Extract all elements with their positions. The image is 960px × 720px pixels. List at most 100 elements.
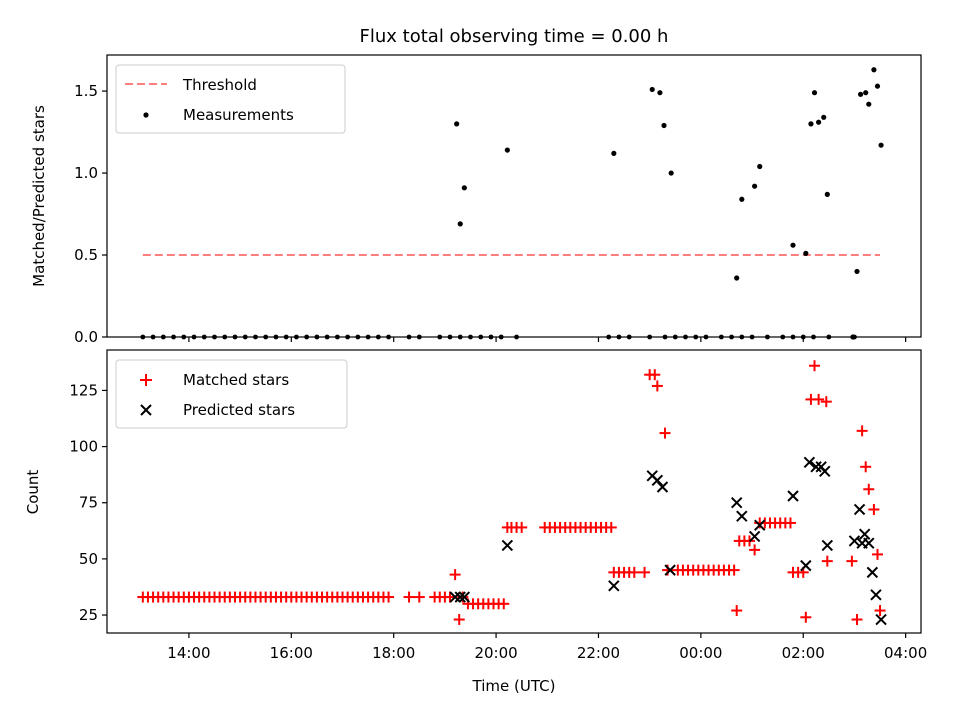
predicted-star-point bbox=[875, 613, 887, 626]
predicted-star-point bbox=[810, 461, 822, 473]
bottom-xtick-label: 18:00 bbox=[372, 644, 415, 662]
measurement-point bbox=[871, 67, 877, 73]
bottom-xtick-label: 14:00 bbox=[167, 644, 210, 662]
top-plot-data bbox=[140, 67, 884, 340]
measurement-point bbox=[824, 191, 830, 197]
legend-threshold-label: Threshold bbox=[182, 76, 257, 94]
measurement-point bbox=[718, 334, 724, 340]
measurement-point bbox=[800, 334, 806, 340]
matched-star-point bbox=[846, 555, 858, 567]
measurement-point bbox=[406, 334, 412, 340]
predicted-star-point bbox=[656, 481, 669, 493]
measurement-point bbox=[752, 183, 758, 189]
top-ytick-label: 0.5 bbox=[74, 246, 98, 264]
measurement-point bbox=[811, 90, 818, 96]
matched-star-point bbox=[731, 605, 743, 617]
bottom-ytick-label: 100 bbox=[69, 438, 98, 456]
predicted-star-point bbox=[501, 539, 514, 552]
predicted-star-point bbox=[787, 490, 799, 502]
measurement-point bbox=[790, 334, 796, 340]
measurement-point bbox=[606, 334, 612, 340]
bottom-legend: Matched stars Predicted stars bbox=[115, 359, 348, 429]
bottom-xtick-label: 02:00 bbox=[782, 644, 825, 662]
bottom-plot-data bbox=[137, 360, 887, 626]
bottom-xtick-label: 00:00 bbox=[679, 644, 722, 662]
measurement-point bbox=[703, 334, 709, 340]
matched-star-point bbox=[605, 521, 617, 533]
measurement-point bbox=[866, 101, 872, 107]
measurement-point bbox=[191, 334, 197, 340]
matched-star-point bbox=[856, 425, 868, 437]
measurement-point bbox=[478, 334, 484, 340]
measurement-point bbox=[334, 334, 340, 340]
measurement-point bbox=[232, 334, 238, 340]
measurement-point bbox=[468, 334, 473, 340]
measurement-point bbox=[461, 185, 467, 191]
measurement-point bbox=[386, 334, 391, 340]
predicted-star-point bbox=[800, 559, 812, 572]
measurement-point bbox=[140, 334, 146, 340]
top-ytick-label: 1.5 bbox=[74, 82, 98, 100]
predicted-star-point bbox=[651, 474, 664, 486]
measurement-point bbox=[457, 334, 463, 340]
legend-measurements-swatch bbox=[143, 112, 149, 118]
measurement-point bbox=[304, 334, 310, 340]
matched-star-point bbox=[659, 427, 671, 439]
measurement-point bbox=[647, 334, 653, 340]
predicted-star-point bbox=[853, 503, 866, 516]
measurement-point bbox=[504, 147, 510, 153]
predicted-star-point bbox=[608, 580, 620, 592]
measurement-point bbox=[850, 334, 856, 340]
chart-title: Flux total observing time = 0.00 h bbox=[360, 26, 669, 47]
top-legend: Threshold Measurements bbox=[115, 64, 346, 134]
measurement-point bbox=[749, 334, 755, 340]
predicted-star-point bbox=[748, 530, 761, 543]
measurement-point bbox=[821, 114, 827, 120]
matched-star-point bbox=[871, 548, 883, 560]
measurement-point bbox=[375, 334, 381, 340]
measurement-point bbox=[662, 334, 668, 340]
measurement-point bbox=[857, 91, 864, 97]
matched-star-point bbox=[651, 380, 663, 392]
bottom-xtick-label: 16:00 bbox=[270, 644, 313, 662]
matched-star-point bbox=[851, 614, 863, 626]
measurement-point bbox=[273, 334, 279, 340]
legend-predicted-swatch bbox=[140, 404, 152, 416]
predicted-star-point bbox=[730, 497, 743, 509]
measurement-point bbox=[150, 334, 156, 340]
bottom-y-ticks: 25 50 75 100 125 bbox=[69, 381, 107, 624]
matched-star-point bbox=[628, 566, 640, 578]
measurement-point bbox=[212, 334, 217, 340]
measurement-point bbox=[181, 334, 187, 340]
bottom-ytick-label: 25 bbox=[79, 606, 98, 624]
matched-star-point bbox=[813, 393, 825, 405]
measurement-point bbox=[854, 268, 860, 275]
matched-star-point bbox=[649, 369, 661, 381]
measurement-point bbox=[863, 90, 869, 96]
measurement-point bbox=[242, 334, 248, 340]
measurement-point bbox=[437, 334, 443, 340]
predicted-star-point bbox=[454, 591, 466, 603]
bottom-x-ticks: 14:00 16:00 18:00 20:00 22:00 00:00 02:00 04:00 bbox=[167, 633, 927, 662]
measurement-point bbox=[734, 275, 740, 281]
matched-star-point bbox=[860, 461, 872, 473]
bottom-axes-frame bbox=[106, 349, 922, 634]
matched-star-point bbox=[868, 503, 880, 515]
measurement-point bbox=[222, 334, 228, 340]
measurement-point bbox=[672, 334, 678, 340]
bottom-ytick-label: 75 bbox=[79, 494, 98, 512]
bottom-xtick-label: 04:00 bbox=[884, 644, 927, 662]
measurement-point bbox=[874, 83, 881, 89]
predicted-star-point bbox=[848, 535, 861, 547]
top-ytick-label: 0.0 bbox=[74, 328, 98, 346]
measurement-point bbox=[355, 334, 361, 340]
predicted-star-point bbox=[870, 589, 882, 601]
measurement-point bbox=[668, 170, 674, 176]
predicted-star-point bbox=[803, 456, 816, 469]
matched-star-point bbox=[453, 614, 465, 626]
measurement-point bbox=[803, 250, 809, 256]
measurement-point bbox=[878, 142, 884, 148]
measurement-point bbox=[780, 334, 786, 340]
matched-star-point bbox=[820, 396, 832, 408]
